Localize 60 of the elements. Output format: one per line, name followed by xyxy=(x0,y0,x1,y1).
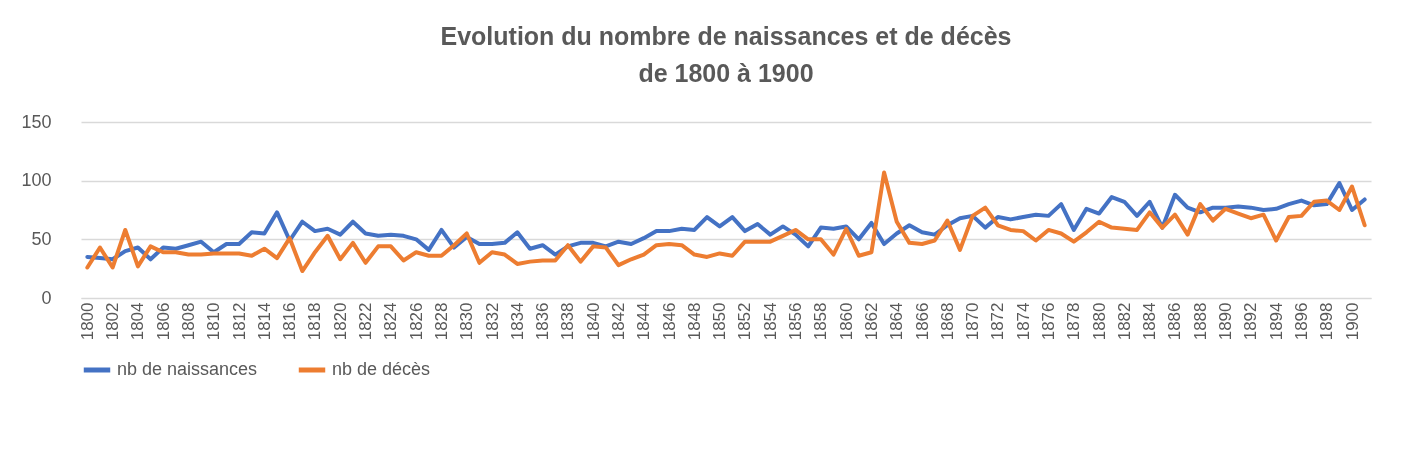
x-tick-label: 1868 xyxy=(937,302,957,341)
x-tick-label: 1816 xyxy=(280,302,300,341)
x-tick-label: 1802 xyxy=(103,302,123,341)
x-tick-label: 1874 xyxy=(1013,302,1033,341)
x-tick-label: 1870 xyxy=(963,302,983,341)
x-tick-label: 1828 xyxy=(431,302,451,341)
x-tick-label: 1862 xyxy=(861,302,881,341)
x-tick-label: 1894 xyxy=(1266,302,1286,341)
x-tick-label: 1812 xyxy=(229,302,249,341)
x-tick-label: 1852 xyxy=(735,302,755,341)
line-series xyxy=(85,170,1367,274)
x-tick-label: 1880 xyxy=(1089,302,1109,341)
y-tick-label: 150 xyxy=(21,111,52,132)
x-tick-label: 1850 xyxy=(710,302,730,341)
x-tick-label: 1806 xyxy=(153,302,173,341)
x-tick-label: 1836 xyxy=(533,302,553,341)
x-tick-label: 1884 xyxy=(1140,302,1160,341)
x-tick-label: 1872 xyxy=(988,302,1008,341)
x-tick-label: 1854 xyxy=(760,302,780,341)
x-tick-label: 1882 xyxy=(1114,302,1134,341)
x-tick-label: 1822 xyxy=(356,302,376,341)
x-tick-label: 1824 xyxy=(381,302,401,341)
legend-label: nb de décès xyxy=(332,359,431,379)
x-tick-label: 1826 xyxy=(406,302,426,341)
x-tick-label: 1876 xyxy=(1039,302,1058,341)
x-tick-label: 1898 xyxy=(1317,302,1337,341)
x-tick-label: 1886 xyxy=(1165,302,1185,341)
line-series xyxy=(85,181,1367,262)
x-tick-label: 1832 xyxy=(482,302,502,341)
x-tick-label: 1888 xyxy=(1190,302,1210,341)
x-tick-label: 1864 xyxy=(887,302,907,341)
x-tick-label: 1892 xyxy=(1241,302,1261,341)
x-tick-label: 1818 xyxy=(305,302,325,341)
x-tick-label: 1810 xyxy=(204,302,224,341)
x-tick-label: 1842 xyxy=(609,302,628,341)
x-tick-label: 1834 xyxy=(507,302,527,341)
x-tick-label: 1840 xyxy=(583,302,603,341)
x-tick-label: 1814 xyxy=(254,302,274,341)
x-tick-label: 1890 xyxy=(1216,302,1236,341)
x-tick-label: 1860 xyxy=(836,302,856,341)
x-tick-label: 1846 xyxy=(659,302,679,341)
y-tick-label: 100 xyxy=(21,170,52,191)
x-tick-label: 1838 xyxy=(558,302,578,341)
x-tick-label: 1900 xyxy=(1342,302,1362,341)
y-tick-label: 0 xyxy=(41,287,52,308)
x-tick-label: 1848 xyxy=(684,302,704,341)
x-tick-label: 1878 xyxy=(1064,302,1084,341)
x-tick-label: 1808 xyxy=(179,302,198,341)
x-tick-label: 1830 xyxy=(457,302,477,341)
x-tick-label: 1820 xyxy=(330,302,350,341)
legend-label: nb de naissances xyxy=(117,359,258,379)
x-tick-label: 1896 xyxy=(1291,302,1311,341)
x-tick-label: 1856 xyxy=(786,302,806,341)
x-tick-label: 1858 xyxy=(811,302,831,341)
y-tick-label: 50 xyxy=(31,228,52,249)
x-tick-label: 1800 xyxy=(77,302,97,341)
chart-title: Evolution du nombre de naissances et de décès de 1800 à 1900 xyxy=(440,22,1012,87)
x-tick-label: 1804 xyxy=(128,302,148,341)
x-tick-label: 1866 xyxy=(912,302,932,341)
x-tick-label: 1844 xyxy=(634,302,654,341)
